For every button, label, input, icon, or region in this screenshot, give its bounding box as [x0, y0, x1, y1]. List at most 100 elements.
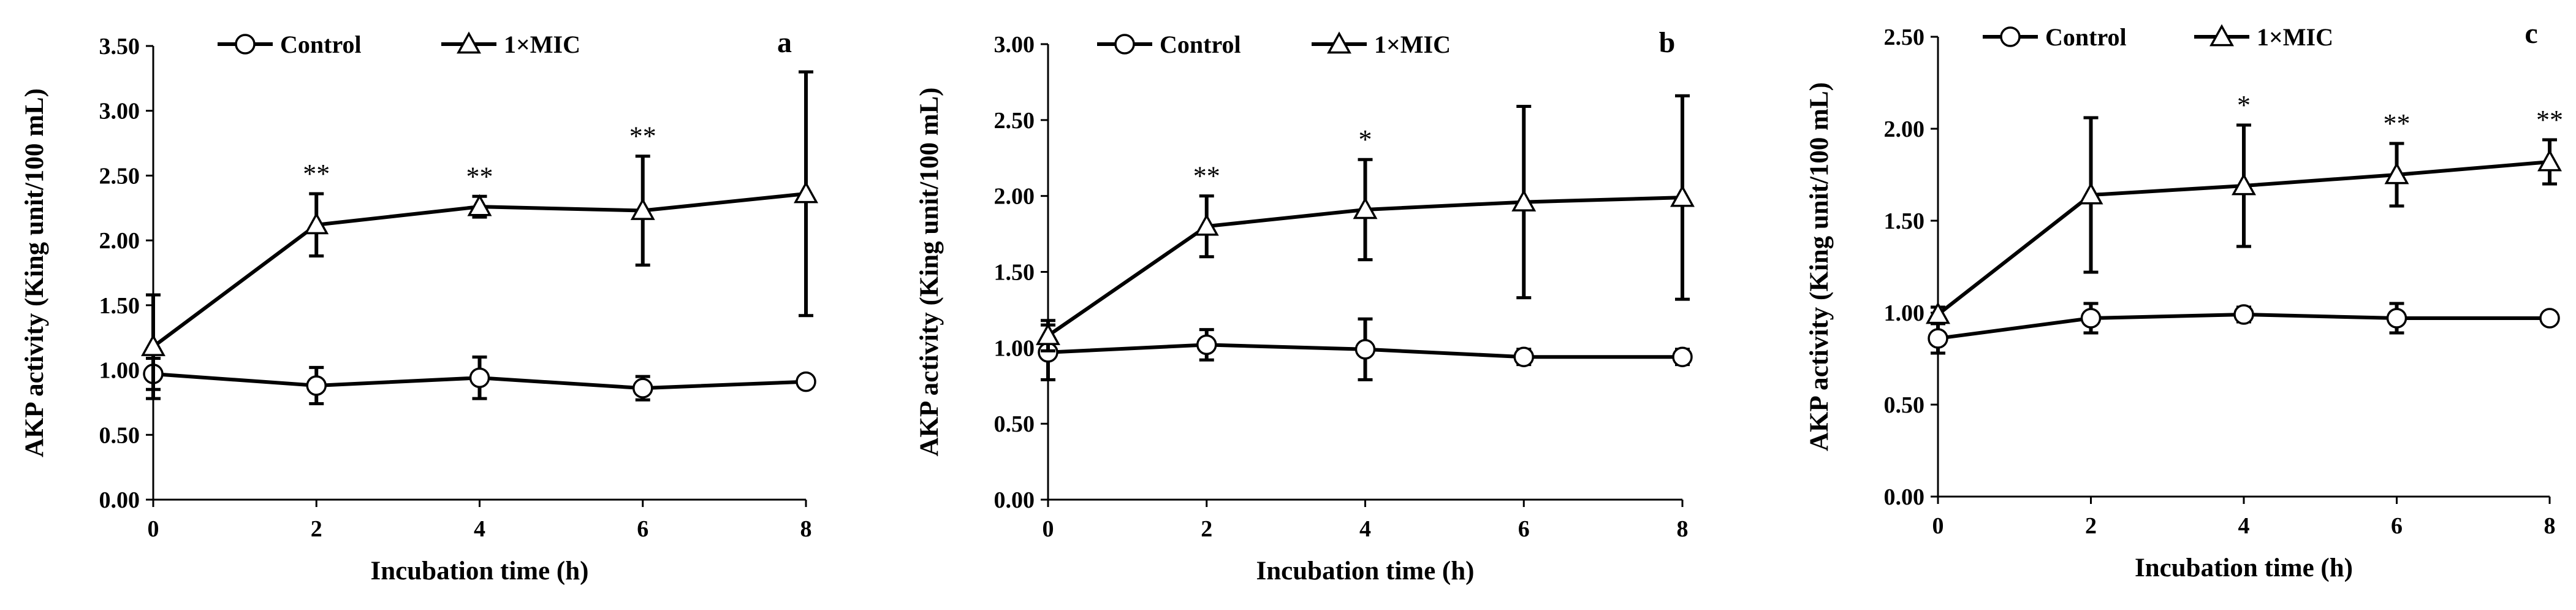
legend: Control 1×MIC [1983, 23, 2333, 51]
data-point [2080, 308, 2102, 329]
significance-marker: ** [466, 161, 493, 191]
y-tick-label: 2.00 [99, 228, 140, 254]
data-point [2384, 162, 2409, 185]
data-point [1354, 339, 1376, 360]
x-tick-label: 4 [2238, 513, 2250, 539]
data-point [630, 197, 655, 220]
x-tick-label: 6 [1518, 516, 1530, 542]
y-axis-title: AKP activity (King unit/100 mL) [1805, 82, 1834, 451]
legend-label-control: Control [280, 31, 362, 58]
y-tick-label: 2.50 [1884, 25, 1925, 50]
chart-panel-b: 0.00 0.50 1.00 1.50 2.00 2.50 3.00 0 2 4 6 8 Incubat… [915, 26, 1695, 585]
legend-label-mic: 1×MIC [2257, 23, 2333, 51]
panel-label: a [777, 26, 792, 59]
y-tick-label: 1.50 [1884, 208, 1925, 234]
x-axis-title: Incubation time (h) [2135, 554, 2353, 582]
data-point [1513, 346, 1534, 367]
x-tick-label: 2 [311, 516, 322, 542]
x-tick-label: 0 [148, 516, 159, 542]
chart-panel-c: 0.00 0.50 1.00 1.50 2.00 2.50 0 2 4 6 8 Incubation … [1805, 17, 2563, 582]
data-point [1353, 197, 1378, 219]
data-point [306, 375, 327, 396]
data-point [1926, 302, 1950, 324]
data-point [633, 378, 653, 398]
y-tick-label: 1.00 [1884, 300, 1925, 326]
y-tick-label: 0.00 [1884, 484, 1925, 510]
panel-label: b [1659, 26, 1676, 59]
series-mic [1926, 116, 2562, 324]
data-point [1036, 322, 1060, 345]
data-point [469, 367, 490, 389]
data-point [796, 371, 816, 392]
data-point [1196, 334, 1217, 356]
x-tick-label: 8 [2544, 513, 2556, 539]
y-axis-title: AKP activity (King unit/100 mL) [20, 88, 49, 457]
y-tick-label: 0.50 [994, 411, 1035, 437]
significance-marker: ** [2536, 105, 2563, 135]
legend-label-control: Control [1160, 31, 1241, 58]
data-point [2386, 308, 2407, 329]
data-point [1511, 189, 1537, 212]
series-mic [141, 70, 818, 400]
data-point [2078, 182, 2103, 205]
x-axis-title: Incubation time (h) [371, 557, 589, 585]
x-tick-label: 4 [474, 516, 485, 542]
legend-marker-mic [457, 31, 481, 54]
legend: Control 1×MIC [1097, 31, 1451, 58]
y-tick-label: 1.50 [994, 260, 1035, 286]
y-tick-label: 1.00 [994, 335, 1035, 361]
data-point [1672, 346, 1693, 367]
x-tick-label: 8 [1677, 516, 1689, 542]
legend-marker-mic [1327, 31, 1351, 54]
legend-marker-control [235, 34, 256, 55]
legend-marker-mic [2209, 24, 2234, 47]
significance-marker: ** [2384, 109, 2411, 139]
data-point [1194, 213, 1219, 236]
x-axis-title: Incubation time (h) [1256, 557, 1475, 585]
y-tick-label: 3.00 [994, 32, 1035, 58]
legend-label-control: Control [2045, 23, 2127, 51]
x-tick-label: 0 [1043, 516, 1054, 542]
significance-marker: ** [1193, 161, 1220, 191]
x-tick-label: 6 [637, 516, 648, 542]
data-point [794, 181, 818, 204]
y-tick-label: 2.50 [99, 163, 140, 189]
legend-marker-control [2000, 26, 2021, 47]
significance-marker: * [1359, 124, 1372, 154]
data-point [141, 334, 165, 356]
data-point [1670, 185, 1695, 207]
y-tick-label: 0.00 [994, 487, 1035, 513]
data-point [2537, 149, 2562, 172]
series-control [143, 355, 816, 406]
x-tick-label: 4 [1359, 516, 1371, 542]
legend-label-mic: 1×MIC [504, 31, 580, 58]
data-point [304, 212, 329, 235]
x-tick-label: 6 [2391, 513, 2403, 539]
x-tick-label: 2 [2085, 513, 2097, 539]
y-tick-label: 2.50 [994, 108, 1035, 134]
panel-label: c [2525, 17, 2537, 50]
y-tick-label: 2.00 [1884, 116, 1925, 142]
y-tick-label: 3.00 [99, 99, 140, 124]
y-tick-label: 1.50 [99, 293, 140, 319]
y-tick-label: 0.00 [99, 487, 140, 513]
x-tick-label: 2 [1201, 516, 1212, 542]
data-point [2232, 173, 2256, 196]
y-tick-label: 3.50 [99, 34, 140, 59]
series-control [1038, 317, 1693, 381]
data-point [467, 194, 492, 216]
significance-marker: ** [629, 121, 656, 151]
legend-marker-control [1114, 34, 1135, 55]
data-point [2233, 304, 2254, 325]
data-point [1928, 328, 1948, 349]
y-tick-label: 0.50 [1884, 392, 1925, 418]
data-point [2539, 308, 2560, 329]
significance-marker: ** [303, 159, 330, 189]
y-axis-title: AKP activity (King unit/100 mL) [915, 88, 944, 457]
legend: Control 1×MIC [218, 31, 580, 58]
y-tick-label: 2.00 [994, 184, 1035, 210]
series-control [1928, 302, 2560, 355]
y-tick-label: 0.50 [99, 422, 140, 448]
legend-label-mic: 1×MIC [1374, 31, 1451, 58]
